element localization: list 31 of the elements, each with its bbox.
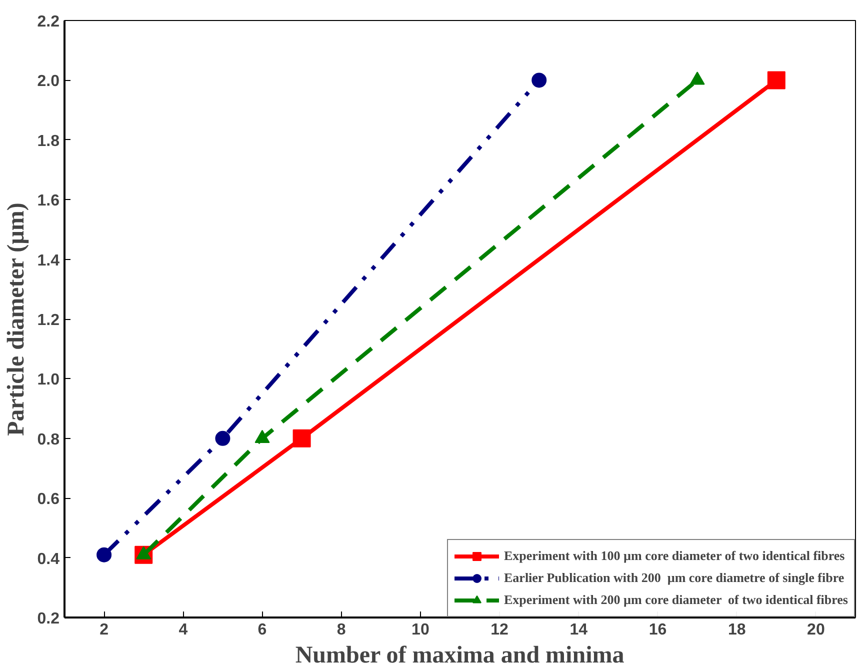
x-tick-label: 2 bbox=[100, 622, 109, 638]
y-tick-label: 0.8 bbox=[37, 431, 60, 448]
y-tick-label: 0.6 bbox=[37, 491, 60, 508]
y-tick-label: 1.2 bbox=[37, 312, 60, 329]
y-axis-title: Particle diameter (µm) bbox=[3, 202, 30, 436]
legend-label: Experiment with 100 µm core diameter of two identical fibres bbox=[504, 548, 845, 564]
x-tick-label: 8 bbox=[336, 622, 346, 638]
y-tick-label: 1.8 bbox=[37, 132, 60, 150]
point bbox=[96, 547, 112, 562]
point bbox=[767, 71, 786, 90]
x-tick-label: 10 bbox=[412, 622, 430, 638]
x-tick-label: 14 bbox=[570, 622, 588, 638]
y-tick-label: 1.6 bbox=[37, 192, 60, 210]
point bbox=[215, 430, 230, 446]
x-tick-label: 6 bbox=[258, 622, 267, 638]
x-tick-label: 20 bbox=[807, 622, 825, 638]
point bbox=[292, 429, 311, 448]
y-tick-label: 0.4 bbox=[37, 550, 60, 568]
y-tick-label: 2.2 bbox=[37, 14, 60, 30]
y-tick-label: 1.0 bbox=[37, 372, 60, 389]
x-tick-label: 18 bbox=[728, 622, 746, 638]
legend-label: Earlier Publication with 200 µm core diametre of single fibre bbox=[504, 570, 844, 586]
x-tick-label: 16 bbox=[648, 622, 667, 638]
point bbox=[532, 72, 547, 88]
y-tick-label: 0.2 bbox=[37, 610, 60, 628]
legend-label: Experiment with 200 µm core diameter of two identical fibres bbox=[504, 592, 848, 608]
x-tick-label: 12 bbox=[490, 622, 509, 638]
y-tick-label: 2.0 bbox=[37, 73, 60, 90]
x-axis-title: Number of maxima and minima bbox=[295, 642, 624, 668]
y-tick-label: 1.4 bbox=[37, 252, 60, 270]
x-tick-label: 4 bbox=[178, 622, 188, 638]
